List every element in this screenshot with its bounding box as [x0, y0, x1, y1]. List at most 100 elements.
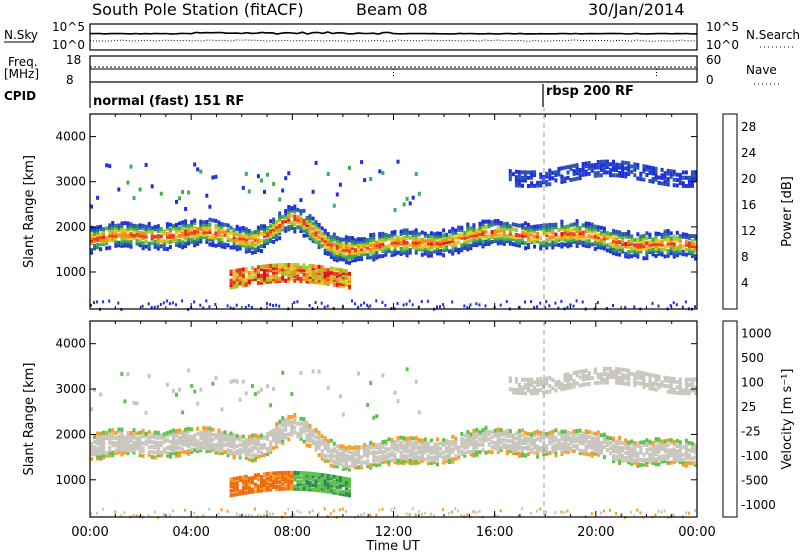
data-cell: [150, 233, 154, 238]
data-cell: [171, 428, 175, 433]
data-cell: [171, 441, 175, 446]
data-cell: [314, 266, 318, 271]
data-cell: [615, 244, 619, 249]
data-cell: [211, 240, 215, 245]
data-cell: [569, 164, 573, 169]
data-cell: [411, 240, 415, 245]
data-cell: [521, 385, 524, 390]
data-cell: [575, 176, 579, 181]
data-cell: [636, 252, 640, 257]
data-cell: [344, 463, 348, 468]
data-cell: [599, 443, 603, 448]
data-cell: [654, 462, 658, 467]
data-cell: [102, 229, 106, 234]
nsky-tick-low: 10^0: [52, 38, 85, 52]
data-cell: [381, 452, 385, 457]
data-cell: [287, 272, 291, 276]
data-cell: [244, 440, 248, 445]
data-cell: [569, 233, 573, 238]
data-cell: [250, 275, 254, 280]
data-cell: [351, 253, 354, 258]
data-cell: [111, 443, 115, 448]
data-cell: [269, 224, 273, 229]
data-cell: [472, 436, 476, 441]
data-cell: [657, 251, 661, 256]
data-cell: [299, 510, 302, 514]
data-cell: [90, 238, 93, 243]
data-cell: [584, 236, 588, 241]
data-cell: [178, 445, 181, 450]
data-cell: [360, 244, 364, 249]
data-cell: [566, 385, 570, 390]
data-cell: [563, 383, 567, 388]
data-cell: [530, 449, 534, 454]
data-cell: [320, 449, 324, 454]
data-cell: [654, 513, 657, 517]
data-cell: [90, 228, 93, 233]
data-cell: [651, 373, 655, 378]
data-cell: [478, 303, 481, 307]
data-cell: [621, 234, 625, 239]
data-cell: [102, 239, 106, 244]
data-cell: [560, 387, 564, 392]
data-cell: [293, 265, 297, 270]
data-cell: [214, 233, 218, 238]
data-cell: [305, 475, 309, 480]
data-cell: [323, 489, 327, 494]
data-cell: [630, 459, 634, 464]
data-cell: [478, 236, 482, 241]
data-cell: [411, 458, 415, 463]
data-cell: [232, 269, 236, 274]
data-cell: [463, 446, 467, 451]
data-cell: [305, 230, 309, 235]
data-cell: [690, 251, 694, 256]
data-cell: [454, 230, 458, 235]
data-cell: [560, 429, 564, 434]
data-cell: [563, 235, 567, 240]
data-cell: [694, 377, 697, 382]
data-cell: [102, 242, 106, 247]
data-cell: [651, 166, 655, 171]
data-cell: [593, 242, 597, 246]
data-cell: [596, 442, 600, 447]
data-cell: [624, 306, 627, 309]
data-cell: [305, 425, 309, 430]
data-cell: [681, 234, 685, 239]
data-cell: [217, 450, 221, 455]
data-cell: [272, 268, 276, 273]
data-cell: [235, 379, 239, 384]
data-cell: [341, 250, 345, 255]
data-cell: [305, 480, 309, 485]
data-cell: [311, 478, 315, 483]
data-cell: [521, 377, 524, 382]
data-cell: [202, 430, 206, 435]
data-cell: [126, 446, 130, 451]
data-cell: [278, 422, 282, 427]
data-cell: [302, 487, 306, 491]
data-cell: [147, 244, 151, 249]
data-cell: [615, 454, 619, 459]
colorbar-frame: [722, 113, 738, 310]
data-cell: [466, 437, 470, 442]
data-cell: [481, 435, 485, 440]
data-cell: [162, 244, 166, 249]
data-cell: [102, 232, 106, 237]
data-cell: [363, 448, 367, 452]
data-cell: [235, 492, 239, 497]
data-cell: [175, 199, 178, 204]
data-cell: [96, 225, 100, 230]
data-cell: [420, 230, 424, 235]
data-cell: [590, 225, 594, 230]
data-cell: [241, 513, 244, 517]
data-cell: [238, 397, 242, 402]
data-cell: [341, 279, 345, 284]
data-cell: [557, 385, 561, 390]
freq-label-line2: [MHz]: [4, 67, 39, 81]
data-cell: [660, 250, 664, 255]
data-cell: [563, 225, 567, 230]
data-cell: [351, 241, 354, 246]
data-cell: [572, 222, 576, 227]
data-cell: [96, 456, 100, 461]
data-cell: [175, 222, 178, 227]
data-cell: [287, 278, 291, 283]
